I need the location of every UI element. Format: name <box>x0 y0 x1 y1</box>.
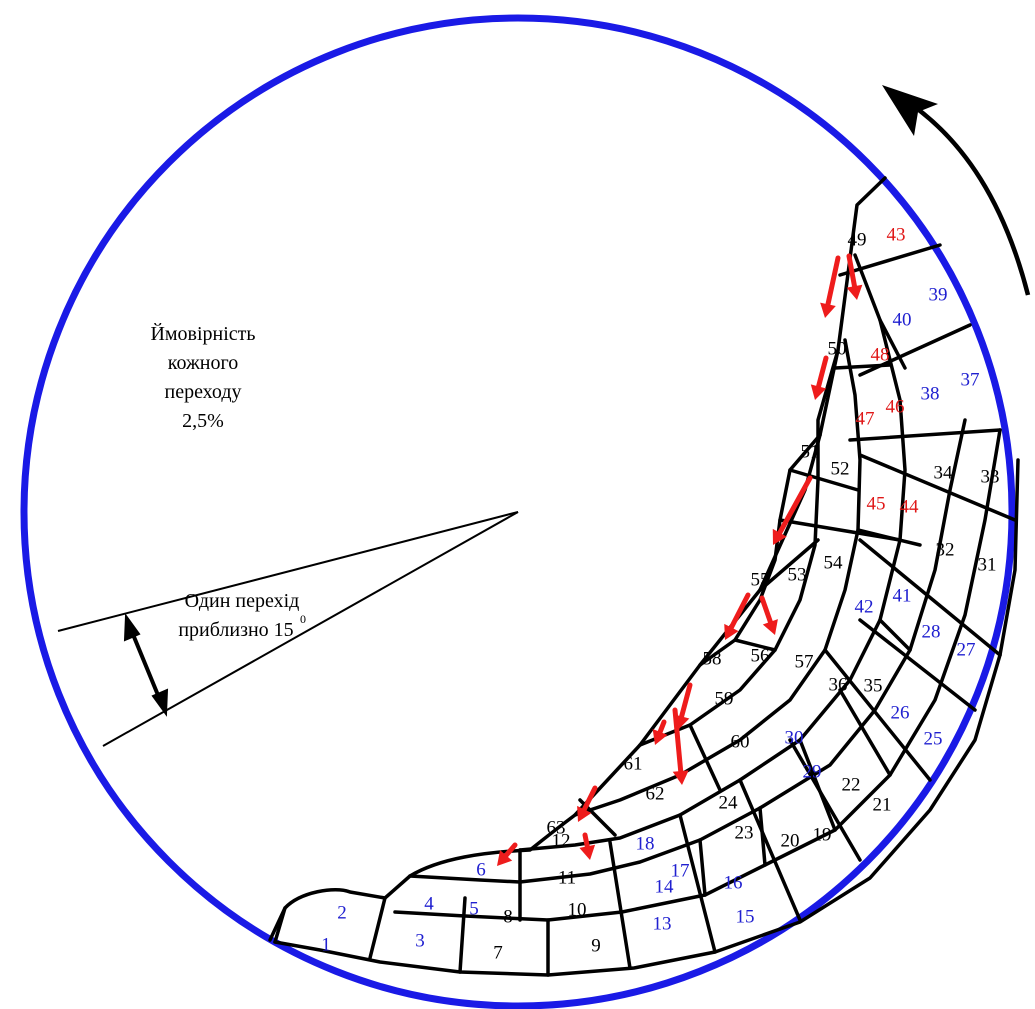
cell-label-42: 42 <box>855 596 874 617</box>
cell-label-31: 31 <box>978 554 997 575</box>
drum-circle <box>20 14 1016 1009</box>
cell-label-43: 43 <box>887 224 906 245</box>
cell-label-9: 9 <box>591 935 601 956</box>
transition-arrow-8 <box>672 707 689 785</box>
cell-label-27: 27 <box>957 639 976 660</box>
cell-label-49: 49 <box>848 229 867 250</box>
cell-label-21: 21 <box>873 794 892 815</box>
cell-label-28: 28 <box>922 621 941 642</box>
transition-arrow-10 <box>577 785 598 822</box>
cell-label-63: 63 <box>547 817 566 838</box>
cell-label-16: 16 <box>724 872 743 893</box>
cell-label-35: 35 <box>864 675 883 696</box>
cell-label-22: 22 <box>842 774 861 795</box>
cell-label-18: 18 <box>636 833 655 854</box>
cell-label-15: 15 <box>736 906 755 927</box>
transition-arrow-5 <box>724 592 751 640</box>
cell-label-19: 19 <box>813 824 832 845</box>
transition-line-2: приблизно 15 <box>178 619 293 641</box>
cell-label-17: 17 <box>671 860 690 881</box>
cell-label-14: 14 <box>655 876 675 897</box>
cell-label-51: 51 <box>801 441 820 462</box>
cell-label-3: 3 <box>415 930 425 951</box>
cell-label-44: 44 <box>900 496 920 517</box>
probability-line-1: Ймовірність <box>150 322 255 345</box>
transition-arrow-2 <box>846 253 863 300</box>
cell-label-34: 34 <box>934 462 954 483</box>
cell-label-50: 50 <box>828 338 847 359</box>
probability-line-3: переходу <box>164 381 241 403</box>
cell-label-24: 24 <box>719 792 739 813</box>
cell-label-36: 36 <box>829 674 848 695</box>
cell-label-47: 47 <box>856 408 875 429</box>
cell-label-5: 5 <box>469 898 479 919</box>
cell-label-2: 2 <box>337 902 347 923</box>
cell-label-60: 60 <box>731 731 750 752</box>
transition-arrow-3 <box>810 355 829 400</box>
cell-label-30: 30 <box>785 727 804 748</box>
probability-line-4: 2,5% <box>182 410 224 432</box>
cell-label-4: 4 <box>424 893 434 914</box>
cell-label-61: 61 <box>624 753 643 774</box>
probability-note: Ймовірність кожного переходу 2,5% <box>150 322 255 432</box>
cell-label-23: 23 <box>735 822 754 843</box>
cell-label-48: 48 <box>871 344 890 365</box>
cell-label-32: 32 <box>936 539 955 560</box>
cell-label-7: 7 <box>493 942 503 963</box>
angle-double-arrow <box>123 613 169 717</box>
cell-label-58: 58 <box>703 648 722 669</box>
cell-label-56: 56 <box>751 645 770 666</box>
cell-label-13: 13 <box>653 913 672 934</box>
transition-arrow-11 <box>579 832 596 860</box>
cell-label-45: 45 <box>867 493 886 514</box>
cell-label-57: 57 <box>795 651 814 672</box>
cell-label-62: 62 <box>646 783 665 804</box>
cell-label-54: 54 <box>824 552 844 573</box>
cell-label-53: 53 <box>788 564 807 585</box>
probability-line-2: кожного <box>168 352 238 374</box>
cell-label-39: 39 <box>929 284 948 305</box>
transition-arrow-6 <box>759 595 778 635</box>
cell-label-20: 20 <box>781 830 800 851</box>
cell-label-6: 6 <box>476 859 486 880</box>
cell-label-37: 37 <box>961 369 980 390</box>
cell-label-59: 59 <box>715 688 734 709</box>
transition-arrow-9 <box>652 719 668 745</box>
transition-arrows <box>497 253 863 866</box>
cell-label-1: 1 <box>321 934 331 955</box>
rotation-arrow <box>882 85 1031 296</box>
angle-wedge <box>57 511 519 747</box>
cell-label-40: 40 <box>893 309 912 330</box>
cell-label-11: 11 <box>558 867 576 888</box>
cell-label-26: 26 <box>891 702 910 723</box>
transition-arrow-4 <box>772 475 813 545</box>
cell-label-10: 10 <box>568 899 587 920</box>
charge-grid <box>268 176 1020 977</box>
cell-label-33: 33 <box>981 466 1000 487</box>
transition-line-1: Один перехід <box>185 590 300 612</box>
cell-label-46: 46 <box>886 396 905 417</box>
cell-label-52: 52 <box>831 458 850 479</box>
transition-arrow-12 <box>497 842 518 866</box>
cell-label-38: 38 <box>921 383 940 404</box>
transition-note: Один перехід приблизно 15 0 <box>178 590 306 641</box>
transition-degree: 0 <box>300 612 306 626</box>
cell-label-55: 55 <box>751 569 770 590</box>
cell-label-41: 41 <box>893 585 912 606</box>
cell-label-29: 29 <box>803 761 822 782</box>
transition-arrow-1 <box>820 255 841 318</box>
cell-label-12: 12 <box>552 830 571 851</box>
cell-label-25: 25 <box>924 728 943 749</box>
cell-label-8: 8 <box>503 906 513 927</box>
